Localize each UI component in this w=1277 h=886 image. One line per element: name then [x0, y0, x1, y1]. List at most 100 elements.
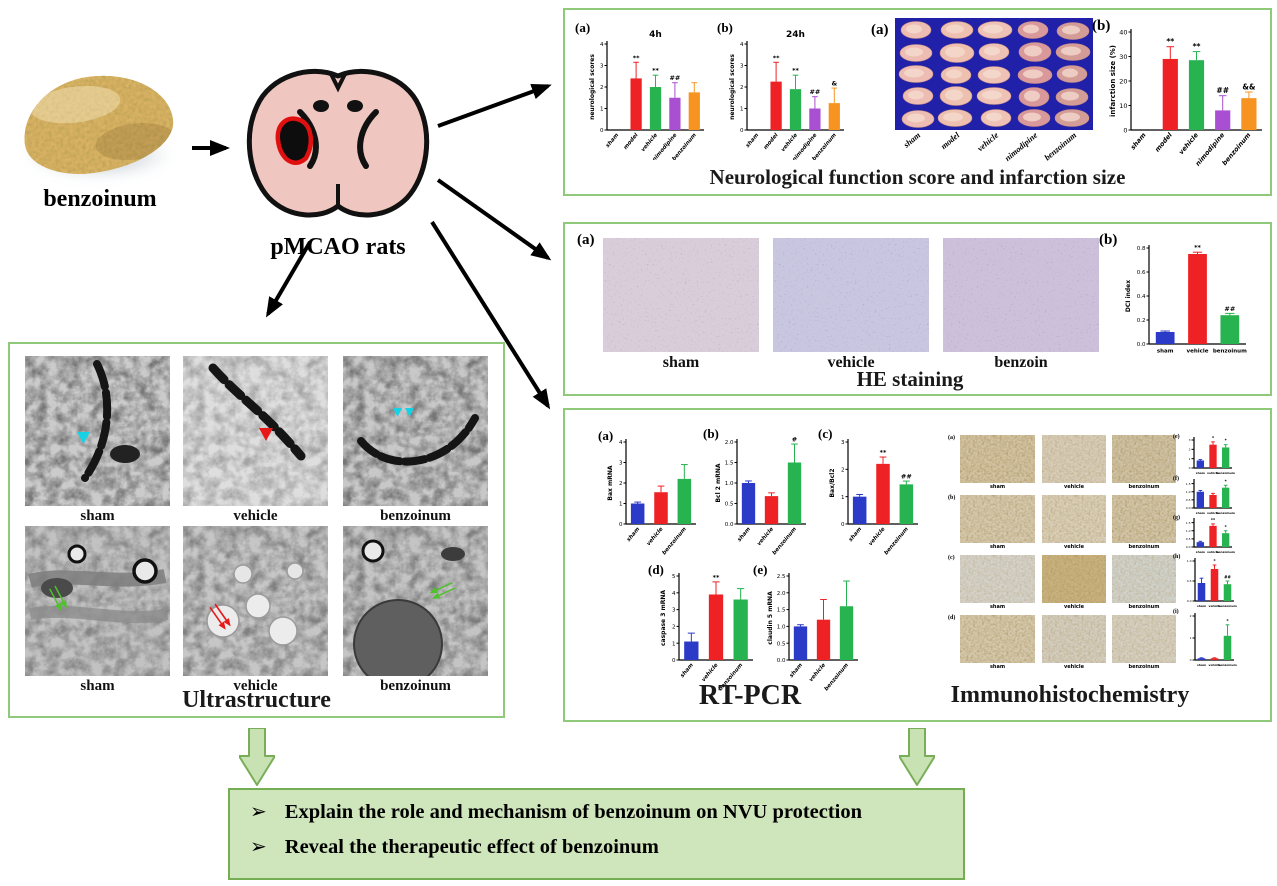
em-image-r1-benzoinum — [343, 356, 488, 506]
svg-text:sham: sham — [1197, 604, 1206, 608]
svg-text:benzoinum: benzoinum — [1216, 550, 1235, 554]
rtpcr-letter-e: (e) — [753, 562, 768, 577]
svg-text:1.5: 1.5 — [725, 461, 734, 467]
chart-bax-mrna: 0 1 2 3 4 Bax mRNA sham vehicle benzoinum — [605, 432, 701, 561]
svg-text:0.0: 0.0 — [777, 658, 786, 664]
conclusion-box: ➢ Explain the role and mechanism of benz… — [228, 788, 965, 880]
svg-text:nimodipine: nimodipine — [1002, 130, 1039, 163]
bullet-arrow-icon: ➢ — [250, 801, 267, 823]
svg-text:3: 3 — [841, 440, 845, 446]
he-letter-a: (a) — [577, 232, 595, 248]
svg-text:2: 2 — [841, 467, 845, 473]
chart-claudin5-mrna: 0.0 0.5 1.0 1.5 2.0 2.5 claudin 5 mRNA sham vehi… — [765, 566, 863, 699]
ihc-chart-letter-2: (f) — [1173, 476, 1179, 482]
bullet-arrow-icon: ➢ — [250, 836, 267, 858]
svg-text:0.8: 0.8 — [1137, 246, 1146, 252]
svg-text:2.5: 2.5 — [777, 574, 786, 580]
he-label-benzoin: benzoin — [994, 354, 1048, 371]
ihc-row-letter-a: (a) — [948, 435, 955, 441]
ihc-chart-letter-4: (h) — [1173, 554, 1181, 560]
ultra-title: Ultrastructure — [182, 687, 331, 713]
svg-text:0.0: 0.0 — [1186, 545, 1191, 549]
svg-text:2: 2 — [672, 624, 676, 630]
ihc-label-r1-vehicle: vehicle — [1064, 484, 1084, 490]
svg-text:0: 0 — [1123, 126, 1127, 134]
he-image-benzoin — [943, 238, 1099, 352]
ihc-label-r1-benzoinum: benzoinum — [1128, 484, 1160, 490]
svg-text:sham: sham — [680, 662, 695, 679]
pmcao-brain-illustration — [238, 50, 438, 240]
svg-text:0: 0 — [1190, 658, 1192, 662]
ihc-label-r4-sham: sham — [989, 664, 1006, 670]
svg-text:**: ** — [1194, 244, 1201, 252]
em-label-r2-benzoinum: benzoinum — [380, 678, 451, 694]
svg-text:0.5: 0.5 — [725, 502, 734, 508]
svg-text:sham: sham — [1196, 550, 1205, 554]
svg-text:*: * — [1226, 618, 1229, 623]
svg-text:2.0: 2.0 — [777, 591, 786, 597]
svg-text:vehicle: vehicle — [646, 526, 665, 547]
svg-text:0: 0 — [619, 522, 623, 528]
svg-text:**: ** — [1211, 517, 1216, 522]
svg-text:0: 0 — [1189, 466, 1191, 470]
svg-text:0.5: 0.5 — [1186, 498, 1191, 502]
em-image-r1-vehicle — [183, 356, 328, 506]
svg-text:4: 4 — [672, 591, 676, 597]
svg-text:benzoinum: benzoinum — [1042, 130, 1078, 163]
neuro-panel-title: Neurological function score and infarcti… — [709, 165, 1126, 189]
svg-text:0.5: 0.5 — [777, 641, 786, 647]
svg-text:**: ** — [652, 67, 659, 75]
em-label-r2-sham: sham — [80, 678, 115, 694]
benzoinum-photo — [15, 67, 180, 190]
svg-text:sham: sham — [605, 132, 620, 149]
rtpcr-letter-c: (c) — [818, 426, 833, 441]
svg-text:vehicle: vehicle — [1209, 604, 1221, 608]
ihc-image-r3-vehicle — [1042, 555, 1106, 603]
svg-text:Bax/Bcl2: Bax/Bcl2 — [829, 468, 836, 497]
svg-text:24h: 24h — [786, 30, 805, 40]
ihc-label-r1-sham: sham — [989, 484, 1006, 490]
svg-text:infarction size (%): infarction size (%) — [1109, 45, 1117, 117]
svg-text:5: 5 — [672, 574, 676, 580]
ihc-label-r2-sham: sham — [989, 544, 1006, 550]
svg-text:Bax mRNA: Bax mRNA — [607, 465, 614, 500]
rtpcr-letter-d: (d) — [648, 562, 664, 577]
svg-text:4: 4 — [600, 42, 604, 48]
ihc-image-r4-sham — [960, 615, 1035, 663]
em-image-r2-benzoinum — [343, 526, 488, 676]
em-label-r1-benzoinum: benzoinum — [380, 508, 451, 524]
svg-text:0.6: 0.6 — [1137, 270, 1146, 276]
svg-text:1.0: 1.0 — [1186, 529, 1191, 533]
svg-text:3: 3 — [619, 461, 623, 467]
svg-text:&: & — [831, 80, 837, 88]
conclusion-text-1: Explain the role and mechanism of benzoi… — [284, 801, 863, 823]
em-image-r1-sham — [25, 356, 170, 506]
svg-text:*: * — [1212, 435, 1215, 440]
he-panel: (a) sham vehicle benzoin (b) 0.0 0.2 0.4 0.… — [563, 222, 1272, 396]
svg-text:0.5: 0.5 — [1187, 579, 1192, 583]
svg-text:0.0: 0.0 — [1187, 599, 1192, 603]
brain-slices-image: sham model vehicle nimodipine benzoinum — [895, 18, 1097, 174]
ihc-chart-letter-5: (i) — [1173, 609, 1179, 615]
svg-text:Bcl 2 mRNA: Bcl 2 mRNA — [715, 463, 722, 502]
svg-text:benzoinum: benzoinum — [1213, 349, 1247, 355]
svg-text:20: 20 — [1119, 77, 1127, 85]
svg-text:2: 2 — [1189, 447, 1191, 451]
em-label-r1-sham: sham — [80, 508, 115, 524]
svg-text:vehicle: vehicle — [868, 526, 887, 547]
svg-text:**: ** — [713, 573, 720, 581]
chart-infarction-size: 0 10 20 30 40 infarction size (%) sham ** model *… — [1107, 20, 1267, 173]
svg-text:benzoinum: benzoinum — [1216, 471, 1235, 475]
em-label-r1-vehicle: vehicle — [233, 508, 278, 524]
benzoinum-label: benzoinum — [43, 186, 157, 212]
chart-bax-bcl2-ratio: 0 1 2 3 Bax/Bcl2 sham ** vehicle ## benzoinum — [827, 432, 923, 561]
svg-text:##: ## — [1224, 575, 1231, 580]
svg-text:vehicle: vehicle — [640, 132, 659, 153]
svg-text:1: 1 — [619, 502, 623, 508]
svg-text:0: 0 — [740, 128, 744, 134]
svg-text:1.0: 1.0 — [1187, 559, 1192, 563]
svg-text:vehicle: vehicle — [975, 130, 1000, 154]
chart-neuro-24h: 24h 0 1 2 3 4 neurological scores sham ** model **… — [727, 26, 849, 165]
svg-text:sham: sham — [745, 132, 760, 149]
svg-text:0.0: 0.0 — [725, 522, 734, 528]
